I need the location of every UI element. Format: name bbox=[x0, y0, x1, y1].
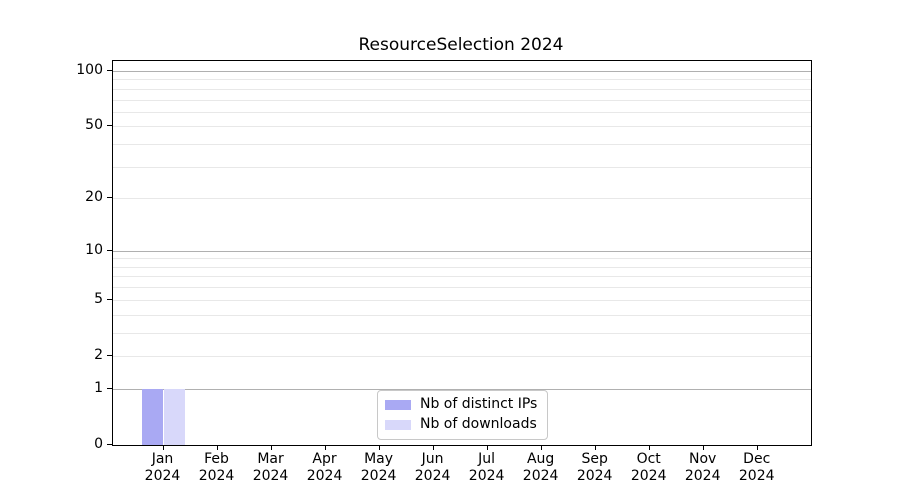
x-label-month: Jul bbox=[478, 451, 496, 467]
x-label-year: 2024 bbox=[144, 468, 181, 484]
x-label-month: Mar bbox=[257, 451, 284, 467]
x-tick-mark bbox=[486, 445, 488, 450]
y-tick-mark bbox=[107, 354, 112, 356]
minor-gridline bbox=[113, 79, 811, 81]
y-axis-tick-label: 5 bbox=[94, 290, 103, 307]
x-tick-mark bbox=[432, 445, 434, 450]
y-axis-tick-label: 10 bbox=[85, 241, 103, 258]
y-tick-mark bbox=[107, 125, 112, 127]
bar bbox=[163, 388, 186, 445]
x-axis-tick-label: Oct 2024 bbox=[609, 451, 689, 485]
legend-entry: Nb of distinct IPs bbox=[385, 396, 537, 413]
x-axis-tick-label: Jan 2024 bbox=[123, 451, 203, 485]
y-axis-tick-label: 0 bbox=[94, 436, 103, 452]
x-axis-tick-label: Feb 2024 bbox=[177, 451, 257, 485]
plot-area bbox=[112, 60, 812, 446]
y-axis-tick-label: 1 bbox=[94, 379, 103, 396]
bar bbox=[141, 388, 164, 445]
x-label-year: 2024 bbox=[414, 468, 451, 484]
x-tick-mark bbox=[594, 445, 596, 450]
x-label-month: May bbox=[364, 451, 394, 467]
x-label-year: 2024 bbox=[198, 468, 235, 484]
x-tick-mark bbox=[648, 445, 650, 450]
minor-gridline bbox=[113, 332, 811, 334]
y-axis-tick-label: 50 bbox=[85, 117, 103, 134]
x-label-month: Dec bbox=[743, 451, 771, 467]
major-gridline bbox=[113, 250, 811, 252]
x-label-year: 2024 bbox=[306, 468, 343, 484]
legend-entry: Nb of downloads bbox=[385, 416, 537, 433]
y-tick-mark bbox=[107, 70, 112, 71]
x-axis-tick-label: Jun 2024 bbox=[393, 451, 473, 485]
y-axis-tick-label: 20 bbox=[85, 189, 103, 206]
minor-gridline bbox=[113, 99, 811, 101]
x-axis-tick-label: May 2024 bbox=[339, 451, 419, 485]
x-label-year: 2024 bbox=[468, 468, 505, 484]
x-axis-tick-label: Sep 2024 bbox=[555, 451, 635, 485]
x-tick-mark bbox=[378, 445, 380, 450]
x-axis-tick-label: Apr 2024 bbox=[285, 451, 365, 485]
x-tick-mark bbox=[270, 445, 272, 450]
legend-swatch bbox=[385, 419, 411, 430]
major-gridline bbox=[113, 71, 811, 72]
minor-gridline bbox=[113, 258, 811, 260]
x-tick-mark bbox=[756, 445, 758, 450]
x-label-month: Feb bbox=[204, 451, 229, 467]
x-label-year: 2024 bbox=[684, 468, 721, 484]
minor-gridline bbox=[113, 276, 811, 278]
minor-gridline bbox=[113, 299, 811, 301]
x-axis-tick-label: Dec 2024 bbox=[717, 451, 797, 485]
minor-gridline bbox=[113, 126, 811, 128]
minor-gridline bbox=[113, 111, 811, 113]
x-label-month: Apr bbox=[312, 451, 337, 467]
x-label-month: Oct bbox=[636, 451, 661, 467]
chart-title: ResourceSelection 2024 bbox=[358, 35, 564, 55]
x-axis-tick-label: Mar 2024 bbox=[231, 451, 311, 485]
y-tick-mark bbox=[107, 444, 112, 445]
minor-gridline bbox=[113, 287, 811, 289]
x-label-year: 2024 bbox=[360, 468, 397, 484]
x-label-month: Jan bbox=[151, 451, 174, 467]
x-tick-mark bbox=[216, 445, 218, 450]
y-tick-mark bbox=[107, 298, 112, 300]
x-label-year: 2024 bbox=[252, 468, 289, 484]
minor-gridline bbox=[113, 266, 811, 268]
x-tick-mark bbox=[162, 445, 164, 450]
legend-swatch bbox=[385, 399, 411, 410]
y-axis-tick-label: 100 bbox=[76, 62, 103, 78]
x-axis-tick-label: Aug 2024 bbox=[501, 451, 581, 485]
y-axis-tick-label: 2 bbox=[94, 346, 103, 363]
x-label-year: 2024 bbox=[522, 468, 559, 484]
minor-gridline bbox=[113, 314, 811, 316]
x-tick-mark bbox=[702, 445, 704, 450]
x-label-year: 2024 bbox=[738, 468, 775, 484]
x-tick-mark bbox=[540, 445, 542, 450]
major-gridline bbox=[113, 388, 811, 390]
x-label-month: Jun bbox=[421, 451, 444, 467]
y-tick-mark bbox=[107, 249, 112, 251]
legend: Nb of distinct IPs Nb of downloads bbox=[377, 390, 549, 440]
x-label-month: Sep bbox=[581, 451, 608, 467]
x-tick-mark bbox=[324, 445, 326, 450]
x-axis-tick-label: Jul 2024 bbox=[447, 451, 527, 485]
minor-gridline bbox=[113, 355, 811, 357]
x-label-year: 2024 bbox=[576, 468, 613, 484]
legend-label: Nb of downloads bbox=[420, 416, 537, 432]
x-axis-tick-label: Nov 2024 bbox=[663, 451, 743, 485]
legend-label: Nb of distinct IPs bbox=[420, 396, 538, 412]
x-label-month: Nov bbox=[689, 451, 717, 467]
minor-gridline bbox=[113, 166, 811, 168]
y-tick-mark bbox=[107, 197, 112, 199]
minor-gridline bbox=[113, 198, 811, 200]
y-tick-mark bbox=[107, 387, 112, 389]
x-label-month: Aug bbox=[526, 451, 555, 467]
minor-gridline bbox=[113, 144, 811, 146]
minor-gridline bbox=[113, 88, 811, 90]
x-label-year: 2024 bbox=[630, 468, 667, 484]
